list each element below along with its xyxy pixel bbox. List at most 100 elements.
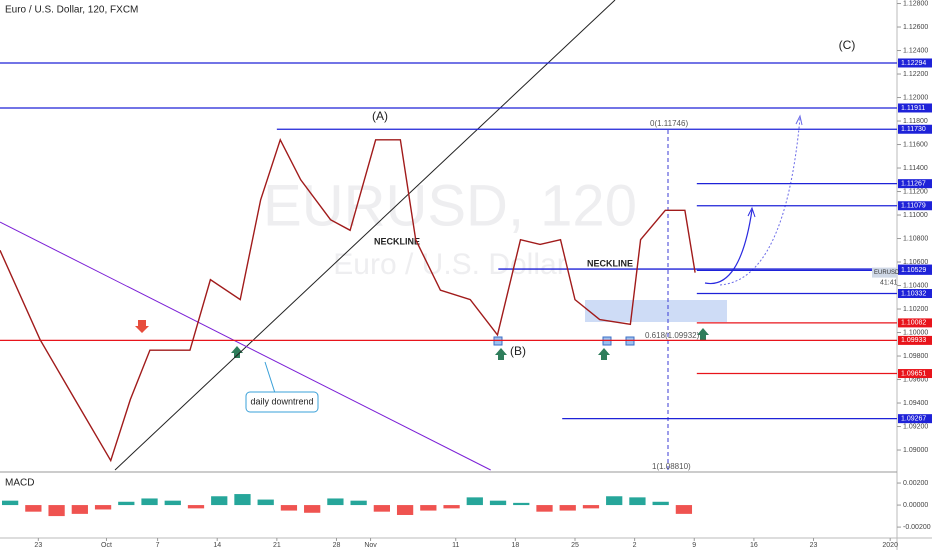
level-tag	[898, 265, 932, 275]
level-tag	[898, 103, 932, 113]
macd-bar	[675, 505, 693, 514]
level-tag-label: 1.10082	[901, 320, 926, 327]
macd-bar	[48, 505, 65, 517]
macd-bar	[164, 500, 181, 506]
demand-zone	[585, 300, 727, 322]
callout-text: daily downtrend	[250, 396, 313, 406]
level-tag	[898, 318, 932, 328]
level-tag-label: 1.11079	[901, 203, 926, 210]
macd-bar	[443, 505, 460, 509]
level-tag	[898, 201, 932, 211]
y-tick-label: 1.11800	[903, 118, 928, 125]
level-tag-label: 1.11730	[901, 126, 926, 133]
level-tag	[898, 369, 932, 379]
level-tag	[898, 289, 932, 299]
buy-marker	[231, 346, 243, 358]
macd-bar	[94, 505, 112, 510]
macd-bar	[187, 505, 205, 509]
chart-title: Euro / U.S. Dollar, 120, FXCM	[5, 5, 138, 16]
x-tick-label: 11	[452, 542, 459, 549]
level-tag-label: 1.09651	[901, 370, 926, 377]
symbol-tag-label: EURUSD	[874, 270, 900, 276]
callout-pointer	[264, 361, 276, 394]
x-tick-label: 2	[633, 542, 637, 549]
macd-bar	[350, 500, 367, 506]
macd-bar	[466, 497, 483, 506]
y-tick-label: 1.12400	[903, 47, 928, 54]
projection-arrowhead	[795, 114, 803, 126]
macd-y-tick-label: -0.00200	[903, 524, 931, 531]
macd-bar	[559, 505, 576, 511]
projection-arrow	[704, 209, 753, 285]
macd-y-tick-label: 0.00200	[903, 480, 928, 487]
macd-bar	[629, 497, 646, 506]
macd-bar	[2, 500, 19, 506]
x-tick-label: 23	[810, 542, 818, 549]
level-tag-label: 1.11267	[901, 180, 926, 187]
x-tick-label: Nov	[364, 542, 377, 549]
level-tag	[898, 124, 932, 134]
wave-label: (A)	[372, 109, 388, 123]
sell-marker	[135, 320, 149, 333]
level-tag-label: 1.11911	[901, 105, 925, 112]
projection-arrowhead	[747, 206, 756, 218]
symbol-tag	[872, 267, 897, 278]
callout-box	[245, 391, 319, 413]
y-tick-label: 1.10400	[903, 282, 928, 289]
macd-bar	[606, 496, 623, 506]
y-tick-label: 1.09000	[903, 447, 928, 454]
y-tick-label: 1.11000	[903, 212, 928, 219]
x-tick-label: 2020	[882, 542, 898, 549]
buy-marker	[495, 348, 507, 360]
y-tick-label: 1.10200	[903, 306, 928, 313]
y-tick-label: 1.09600	[903, 376, 928, 383]
buy-marker	[598, 348, 610, 360]
macd-bar	[141, 498, 158, 506]
macd-y-tick-label: 0.00000	[903, 502, 928, 509]
price-line	[0, 138, 696, 463]
trendline	[114, 0, 616, 471]
macd-bar	[513, 502, 530, 506]
y-tick-label: 1.11200	[903, 188, 928, 195]
macd-bar	[652, 501, 669, 506]
level-tag	[898, 335, 932, 345]
x-tick-label: 14	[213, 542, 221, 549]
y-tick-label: 1.09800	[903, 353, 928, 360]
y-tick-label: 1.09200	[903, 423, 928, 430]
wave-label: (B)	[510, 344, 526, 358]
level-tag	[898, 58, 932, 68]
macd-bar	[536, 505, 553, 512]
macd-bar	[327, 498, 344, 506]
buy-marker	[697, 328, 709, 340]
macd-bar	[71, 505, 88, 514]
macd-bar	[257, 499, 274, 506]
macd-title: MACD	[5, 478, 34, 489]
macd-bar	[234, 494, 251, 506]
x-tick-label: 23	[34, 542, 42, 549]
level-tag-label: 1.12294	[901, 60, 926, 67]
y-tick-label: 1.12000	[903, 94, 928, 101]
trendline	[0, 221, 491, 471]
neckline-label: NECKLINE	[587, 258, 633, 268]
x-tick-label: 21	[273, 542, 281, 549]
y-tick-label: 1.11400	[903, 165, 928, 172]
x-tick-label: 18	[511, 542, 519, 549]
macd-bar	[396, 505, 414, 515]
level-tag-label: 1.09933	[901, 337, 926, 344]
macd-bar	[118, 501, 135, 506]
y-tick-label: 1.11600	[903, 141, 928, 148]
y-tick-label: 1.10800	[903, 235, 928, 242]
fib-label: 1(1.08810)	[652, 462, 691, 471]
macd-bar	[420, 505, 437, 511]
y-tick-label: 1.10000	[903, 329, 928, 336]
x-tick-label: 7	[156, 542, 160, 549]
level-tag-label: 1.10529	[901, 267, 926, 274]
macd-bar	[582, 505, 600, 509]
level-tag	[898, 414, 932, 424]
macd-bar	[211, 496, 228, 506]
fib-label: 0(1.11746)	[650, 119, 688, 128]
projection-arrow	[719, 117, 801, 286]
